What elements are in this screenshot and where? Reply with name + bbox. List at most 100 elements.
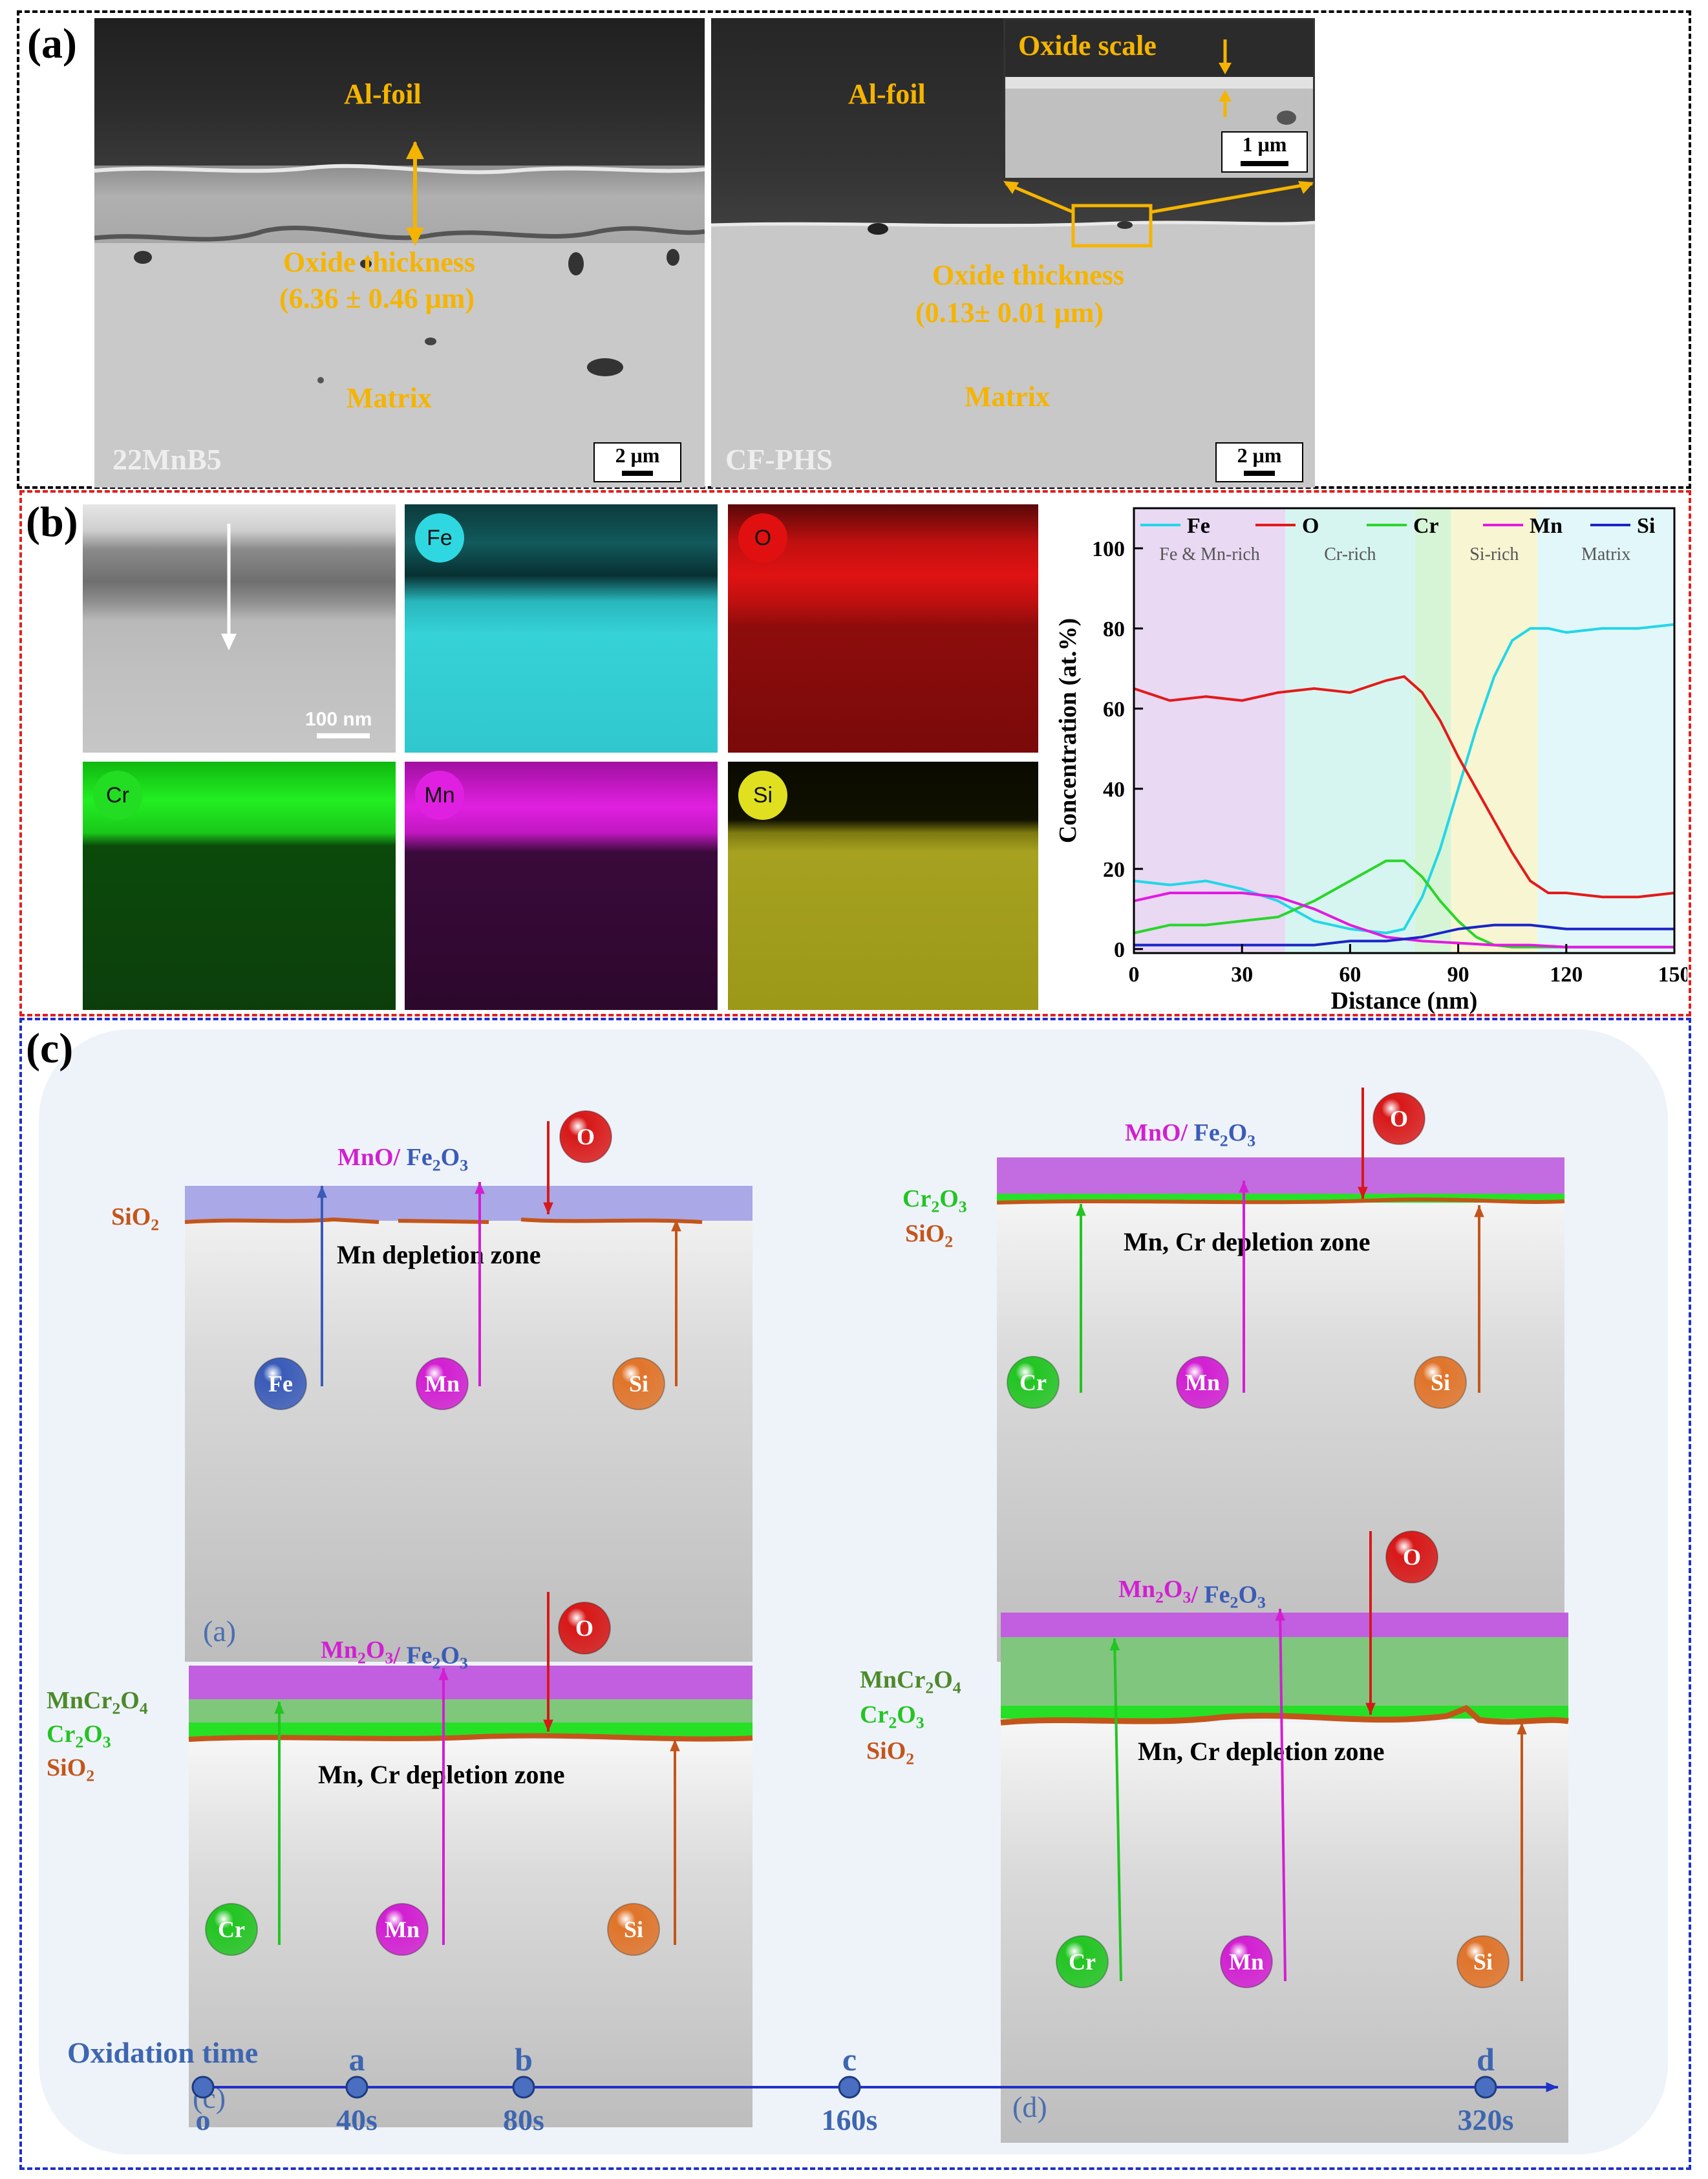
stage-c-spinel-layer [189,1699,753,1723]
stage-b-ball-mn [1176,1356,1229,1409]
concentration-profile-chart: Fe & Mn-rich Cr-rich Si-rich Matrix 0 30 60 90 1… [1054,507,1688,1014]
stage-b-ball-cr [1007,1356,1060,1409]
stage-a-ball-fe [254,1357,307,1410]
stage-a-ball-o [559,1110,612,1163]
stage-c-sio2-label: SiO2 [47,1754,94,1785]
stage-a-oxide-layer [185,1186,753,1221]
scale-bar-left: 2 μm [593,442,681,482]
stage-c-cr2o3-label: Cr2O3 [47,1721,111,1751]
stage-b-ball-o [1372,1092,1425,1145]
eds-tag-o: O [738,513,787,563]
stage-c-ball-si-label: Si [624,1916,643,1942]
oxide-thickness-value-right: (0.13± 0.01 μm) [915,297,1104,328]
region-band-3 [1451,508,1538,953]
panel-b-frame [19,490,1691,1016]
stage-a-o-arrow-head [543,1202,553,1214]
stage-d-cr2o3-label: Cr2O3 [860,1701,924,1732]
stage-a-ball-mn-label: Mn [425,1371,460,1397]
stage-d-ball-cr-label: Cr [1069,1949,1096,1975]
stage-c-ball-mn-label: Mn [385,1916,420,1942]
y-tick-label: 80 [1103,617,1125,641]
sample-label-22mnb5: 22MnB5 [112,443,222,476]
x-tick-label: 60 [1339,963,1361,987]
matrix-label-left: Matrix [347,382,432,414]
inset-title: Oxide scale [1018,30,1157,61]
al-foil-region [94,18,705,171]
stage-d-sio2-line [1000,1704,1569,1726]
stage-c-mn-arrow-head [438,1668,449,1680]
stage-d-mn-arrow-head [1275,1609,1286,1621]
region-label-3: Si-rich [1469,544,1519,564]
eds-tag-fe: Fe [415,513,464,563]
timeline-point-2 [512,2076,535,2099]
stage-c-spinel-label: MnCr2O4 [47,1687,148,1717]
eds-map-si: Si [728,762,1038,1010]
sample-label-cf-phs: CF-PHS [725,443,833,476]
stage-a-si-arrow-head [671,1219,681,1232]
y-tick-label: 20 [1103,858,1125,882]
stage-b-mn-arrow-head [1239,1181,1249,1193]
stage-a-ball-si-label: Si [629,1371,648,1397]
eds-map-mn: Mn [405,762,718,1010]
scale-bar-right-text: 2 μm [1237,444,1282,467]
region-band-4 [1537,508,1674,953]
x-tick-label: 120 [1550,963,1583,987]
stage-b-ball-cr-label: Cr [1019,1369,1047,1395]
y-tick-label: 100 [1092,537,1125,561]
stage-d-o-arrow-head [1365,1702,1376,1715]
x-tick-label: 150 [1658,963,1688,987]
stage-c-si-arrow-head [670,1739,680,1752]
x-tick-label: 30 [1231,963,1253,987]
eds-map-cr: Cr [83,762,396,1010]
series-line-fe [1133,623,1675,935]
eds-tag-si: Si [738,771,787,820]
panel-a-label: (a) [27,20,77,67]
stage-b-cr2o3-label: Cr2O3 [902,1185,967,1216]
timeline-point-3 [838,2076,861,2099]
stage-d-ball-si-label: Si [1473,1949,1493,1975]
timeline-letter-2: b [515,2041,533,2077]
panel-b-label: (b) [26,499,78,546]
timeline-title: Oxidation time [67,2036,258,2069]
stage-d-zone-label: Mn, Cr depletion zone [1138,1737,1384,1766]
y-tick-label: 40 [1103,778,1125,802]
stage-b-matrix [997,1192,1564,1662]
stage-c-oxide-layer [189,1666,753,1699]
series-line-o [1133,675,1675,899]
eds-tag-mn: Mn [415,771,464,820]
stage-c-ball-o [558,1602,611,1655]
al-foil-label-right: Al-foil [848,78,926,110]
oxide-thickness-label-right: Oxide thickness [932,259,1125,291]
stage-a-fe-arrow-head [317,1186,327,1198]
y-tick-label: 0 [1114,938,1125,962]
stage-b-si-arrow-head [1474,1205,1484,1218]
timeline-letter-3: c [842,2041,857,2077]
inset-scale-text: 1 μm [1242,133,1287,156]
timeline-letter-1: a [349,2041,365,2077]
legend-label-fe: Fe [1187,514,1210,538]
haadf-scale-text: 100 nm [305,709,372,730]
y-axis-label: Concentration (at.%) [1054,618,1082,843]
timeline-time-2: 80s [503,2103,544,2136]
stage-c-o-arrow-head [543,1719,553,1732]
oxide-thickness-label-left: Oxide thickness [283,246,476,278]
stage-c-matrix [189,1741,753,2127]
stage-c-sio2-line [188,1733,753,1742]
stage-d-ball-o-label: O [1403,1544,1421,1570]
region-label-4: Matrix [1581,544,1630,564]
stage-c-top-label: Mn2O3/ Fe2O3 [321,1637,468,1673]
stage-c-ball-mn [376,1903,429,1956]
panel-a-frame [17,10,1691,489]
stage-a-ball-fe-label: Fe [268,1371,293,1397]
timeline-time-0: o [196,2103,211,2136]
timeline-axis-head [1546,2082,1558,2092]
stage-a-ball-si [612,1357,665,1410]
eds-map-o: O [728,504,1038,753]
inset-oxide-scale: Oxide scale 1 μm [1003,18,1315,180]
al-foil-label-left: Al-foil [344,78,422,110]
haadf-image: 100 nm [83,504,396,753]
series-line-si [1134,923,1674,947]
sem-texture [94,142,705,383]
sem-image-cf-phs: Oxide scale 1 μm Al-foil Oxide thickness… [711,18,1315,488]
stage-b-zone-label: Mn, Cr depletion zone [1124,1227,1370,1256]
